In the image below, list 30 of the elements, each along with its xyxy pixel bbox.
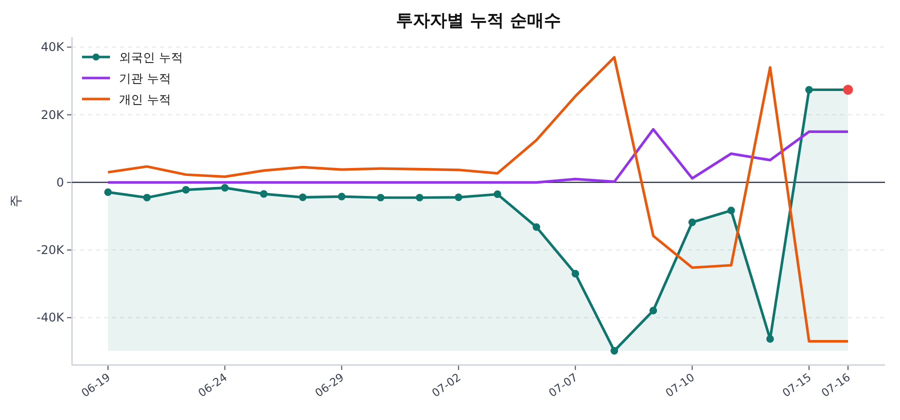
point	[572, 270, 580, 278]
point	[416, 194, 424, 202]
point	[532, 223, 540, 231]
point	[221, 184, 229, 192]
point	[805, 86, 813, 94]
y-axis-title: 주	[9, 194, 24, 208]
line-series	[106, 128, 850, 184]
point	[104, 188, 112, 196]
point	[182, 186, 190, 194]
point	[338, 192, 346, 200]
y-tick-label: 0	[56, 175, 64, 190]
point	[260, 190, 268, 198]
point	[376, 194, 384, 202]
point	[143, 194, 151, 202]
point	[610, 347, 618, 355]
legend-label: 외국인 누적	[119, 50, 183, 64]
y-tick-label: 20K	[40, 108, 66, 122]
chart-title: 투자자별 누적 순매수	[396, 11, 561, 31]
y-tick-label: -40K	[36, 310, 66, 325]
point	[688, 218, 696, 226]
point	[298, 193, 307, 202]
point	[727, 206, 735, 214]
point	[454, 193, 462, 202]
point	[494, 190, 502, 198]
point	[649, 306, 658, 314]
point	[766, 335, 774, 343]
legend-label: 개인 누적	[119, 92, 171, 106]
y-tick-label: -20K	[36, 243, 66, 258]
y-tick-label: 40K	[40, 40, 66, 54]
legend-label: 기관 누적	[119, 72, 171, 86]
